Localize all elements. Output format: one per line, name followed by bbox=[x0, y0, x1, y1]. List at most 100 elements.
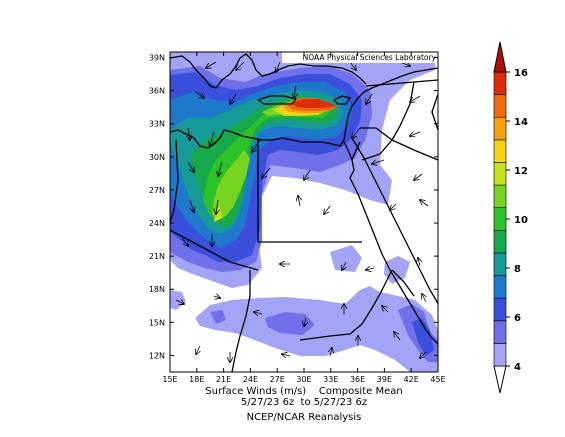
lat-tick-label: 12N bbox=[149, 351, 165, 360]
coastline-aqaba bbox=[351, 141, 361, 161]
border-sudan-south bbox=[299, 269, 393, 341]
wind-vector-arrow bbox=[422, 294, 426, 303]
caption-date-range: 5/27/23 6z to 5/27/23 6z bbox=[240, 397, 368, 408]
wind-vector-arrow bbox=[372, 160, 385, 164]
wind-vector-arrow bbox=[342, 261, 346, 270]
wind-vector-arrow bbox=[366, 268, 375, 270]
contour-lavender-south bbox=[195, 286, 438, 372]
colorbar-band bbox=[493, 343, 507, 367]
contour-lavender-center bbox=[330, 245, 362, 272]
wind-vector-arrow bbox=[352, 127, 361, 138]
wind-vector-arrow bbox=[230, 93, 237, 104]
wind-vector-arrow bbox=[195, 91, 204, 98]
wind-vector-arrow bbox=[276, 61, 280, 72]
lon-tick-label: 30E bbox=[296, 375, 311, 384]
lat-tick-label: 24N bbox=[149, 219, 165, 228]
wind-vector-arrow bbox=[213, 296, 220, 298]
colorbar-tick-label: 16 bbox=[514, 68, 528, 79]
colorbar-band bbox=[493, 139, 507, 163]
latitude-axis: 39N 36N 33N 30N 27N 24N 21N 18N 15N 12N bbox=[149, 54, 438, 360]
colorbar-band bbox=[493, 297, 507, 322]
border-saudi-iraq bbox=[391, 139, 438, 161]
lon-tick-label: 39E bbox=[377, 375, 392, 384]
colorbar-band bbox=[493, 94, 507, 118]
wind-vector-arrow bbox=[414, 173, 423, 180]
map-plot-area: NOAA Physical Sciences Laboratory bbox=[170, 52, 438, 372]
colorbar-band bbox=[493, 116, 507, 141]
lon-tick-label: 18E bbox=[189, 375, 204, 384]
wind-vector-arrow bbox=[410, 132, 421, 136]
colorbar-tick-label: 10 bbox=[514, 215, 528, 226]
colorbar-band bbox=[493, 320, 507, 344]
coastline-levant bbox=[357, 67, 438, 99]
colorbar-band bbox=[493, 162, 507, 186]
border-libya-south bbox=[170, 229, 259, 271]
contour-lavender-west-tip bbox=[170, 290, 186, 310]
colorbar-band bbox=[493, 252, 507, 276]
border-algeria-libya bbox=[170, 139, 179, 223]
colorbar-min-triangle bbox=[493, 365, 507, 394]
lat-tick-label: 36N bbox=[149, 87, 165, 96]
credit-box bbox=[282, 52, 438, 63]
wind-vector-arrow bbox=[349, 61, 356, 70]
colorbar-tick-label: 12 bbox=[514, 166, 528, 177]
contour-purple-south bbox=[265, 312, 315, 335]
coastline-red-sea-east bbox=[351, 137, 438, 305]
contour-red bbox=[292, 99, 336, 108]
wind-vector-arrow bbox=[282, 354, 291, 356]
lat-tick-label: 39N bbox=[149, 54, 165, 63]
lat-tick-label: 18N bbox=[149, 285, 165, 294]
lat-tick-label: 27N bbox=[149, 186, 165, 195]
wind-vector-arrow bbox=[410, 95, 421, 102]
colorbar-band bbox=[493, 207, 507, 231]
wind-vector-arrow bbox=[390, 203, 397, 210]
wind-vector-arrow bbox=[206, 61, 217, 68]
colorbar-max-triangle bbox=[493, 41, 507, 73]
wind-vector-arrow bbox=[210, 131, 215, 146]
colorbar: 4 6 8 10 12 14 16 bbox=[493, 41, 528, 394]
wind-vector-arrow bbox=[304, 317, 306, 326]
lat-tick-label: 33N bbox=[149, 120, 165, 129]
credit-text: NOAA Physical Sciences Laboratory bbox=[303, 53, 437, 62]
lat-tick-label: 21N bbox=[149, 252, 165, 261]
lon-tick-label: 24E bbox=[243, 375, 258, 384]
contour-yellowgreen bbox=[212, 150, 250, 220]
wind-vector-arrow bbox=[187, 161, 194, 172]
colorbar-tick-label: 8 bbox=[514, 264, 521, 275]
wind-vector-arrow bbox=[418, 258, 420, 267]
wind-vector-arrow bbox=[236, 61, 245, 70]
contour-blue-se bbox=[412, 318, 434, 356]
coastline-north-africa bbox=[170, 97, 359, 149]
lon-tick-label: 33E bbox=[323, 375, 338, 384]
border-turkey-syria bbox=[365, 79, 438, 87]
wind-vector-arrow bbox=[324, 205, 331, 214]
colorbar-band bbox=[493, 71, 507, 95]
wind-vector-arrow bbox=[420, 200, 429, 207]
lon-tick-label: 27E bbox=[270, 375, 285, 384]
wind-vector-arrow bbox=[298, 196, 300, 207]
wind-vector-arrow bbox=[190, 199, 194, 212]
colorbar-band bbox=[493, 275, 507, 299]
wind-vector-arrow bbox=[175, 300, 184, 304]
wind-vector-arrow bbox=[304, 169, 311, 180]
wind-vector-arrow bbox=[218, 161, 223, 176]
wind-vector-arrow bbox=[382, 306, 389, 313]
wind-vector-arrow bbox=[252, 139, 261, 152]
colorbar-tick-label: 4 bbox=[514, 362, 521, 373]
lon-tick-label: 15E bbox=[162, 375, 177, 384]
wind-vector-arrow bbox=[216, 199, 218, 214]
lon-tick-label: 21E bbox=[216, 375, 231, 384]
border-syria-iraq bbox=[391, 81, 415, 141]
coastlines-borders bbox=[170, 53, 438, 372]
wind-vector-arrow bbox=[366, 93, 373, 104]
caption: Surface Winds (m/s) Composite Mean 5/27/… bbox=[170, 386, 438, 423]
colorbar-tick-label: 6 bbox=[514, 313, 521, 324]
caption-dataset: NCEP/NCAR Reanalysis bbox=[246, 412, 362, 423]
longitude-axis: 15E 18E 21E 24E 27E 30E 33E 36E 39E 42E 45E bbox=[162, 52, 446, 384]
colorbar-tick-label: 14 bbox=[514, 117, 528, 128]
border-eritrea bbox=[391, 269, 415, 297]
lon-tick-label: 36E bbox=[350, 375, 365, 384]
island-cyprus bbox=[333, 95, 351, 105]
colorbar-band bbox=[493, 184, 507, 208]
